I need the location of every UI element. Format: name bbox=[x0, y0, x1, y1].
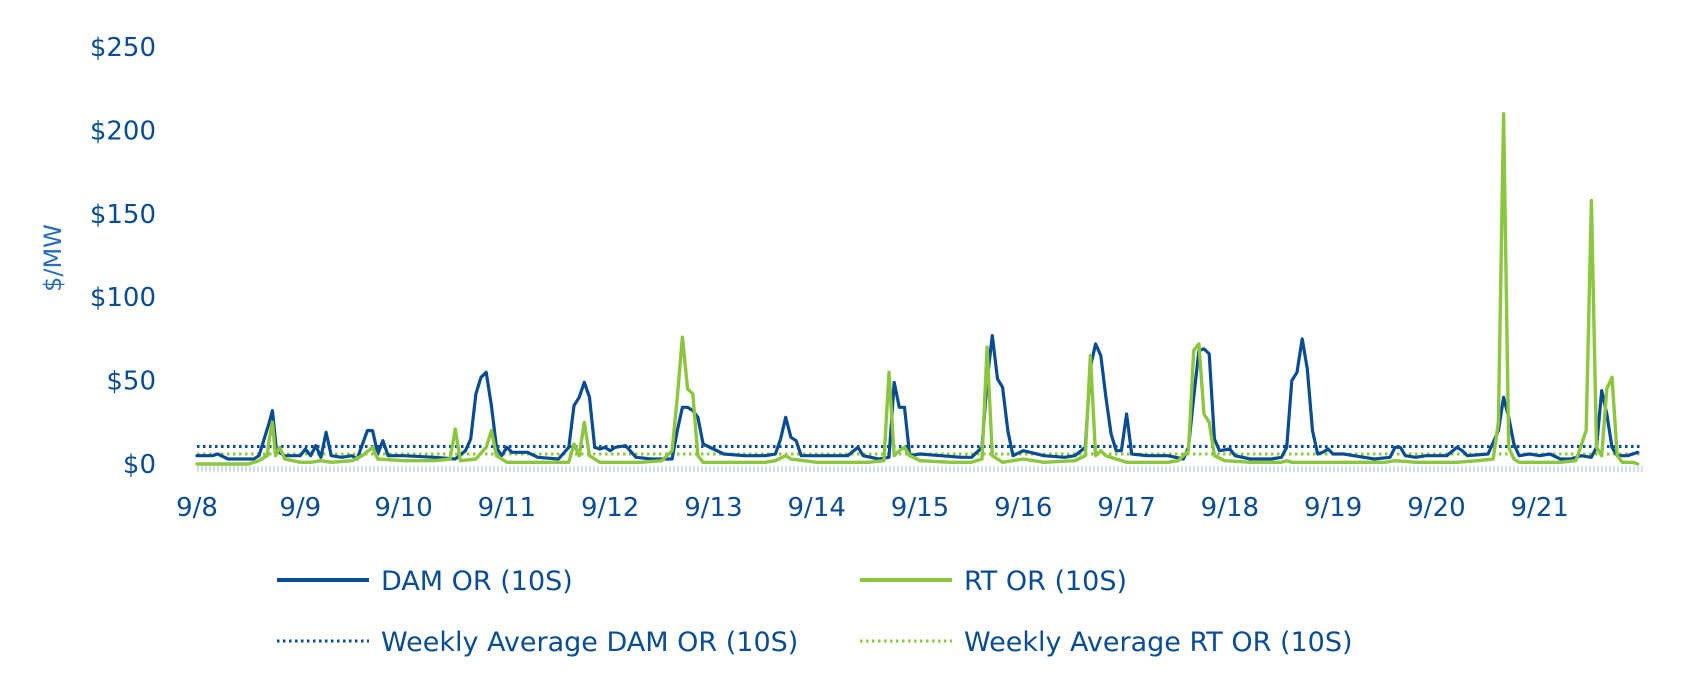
x-tick-label: 9/19 bbox=[1304, 493, 1362, 523]
x-tick-label: 9/20 bbox=[1407, 493, 1465, 523]
legend-label: DAM OR (10S) bbox=[381, 566, 573, 597]
y-tick-label: $250 bbox=[90, 33, 156, 63]
x-tick-label: 9/14 bbox=[788, 493, 846, 523]
x-tick-label: 9/17 bbox=[1097, 493, 1155, 523]
legend: DAM OR (10S) RT OR (10S) Weekly Average DA… bbox=[277, 566, 1353, 658]
y-tick-label: $200 bbox=[90, 116, 156, 146]
x-tick-label: 9/8 bbox=[176, 493, 218, 523]
x-tick-label: 9/13 bbox=[684, 493, 742, 523]
x-tick-label: 9/11 bbox=[478, 493, 536, 523]
y-axis-title: $/MW bbox=[39, 224, 67, 292]
x-tick-label: 9/9 bbox=[279, 493, 321, 523]
y-tick-label: $100 bbox=[90, 283, 156, 313]
series-line bbox=[195, 112, 1640, 466]
x-tick-label: 9/15 bbox=[891, 493, 949, 523]
x-tick-label: 9/10 bbox=[374, 493, 432, 523]
x-tick-label: 9/21 bbox=[1511, 493, 1569, 523]
y-tick-label: $0 bbox=[123, 450, 156, 480]
legend-label: Weekly Average DAM OR (10S) bbox=[381, 627, 798, 658]
series-line bbox=[195, 334, 1640, 461]
x-tick-label: 9/18 bbox=[1201, 493, 1259, 523]
x-tick-label: 9/16 bbox=[994, 493, 1052, 523]
series-lines bbox=[195, 112, 1643, 466]
legend-label: Weekly Average RT OR (10S) bbox=[964, 627, 1353, 658]
y-tick-label: $50 bbox=[106, 367, 156, 397]
x-axis-ticks: 9/8 9/9 9/10 9/11 9/12 9/13 9/14 9/15 9/16 9/17 9/… bbox=[176, 493, 1569, 523]
x-tick-label: 9/12 bbox=[581, 493, 639, 523]
y-tick-label: $150 bbox=[90, 200, 156, 230]
legend-label: RT OR (10S) bbox=[964, 566, 1127, 597]
y-axis-ticks: $0 $50 $100 $150 $200 $250 bbox=[90, 33, 156, 480]
